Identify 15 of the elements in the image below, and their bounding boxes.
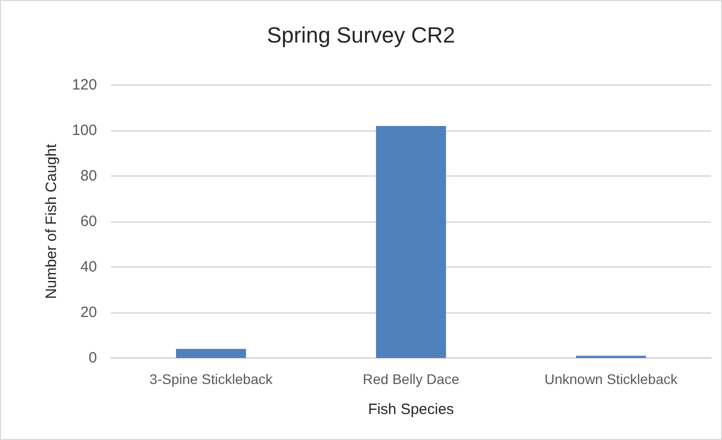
- y-axis-title: Number of Fish Caught: [43, 143, 60, 300]
- y-tick-label: 40: [80, 258, 97, 276]
- chart-title: Spring Survey CR2: [266, 22, 456, 48]
- y-tick-label: 80: [80, 168, 97, 184]
- y-tick-label: 120: [72, 76, 97, 94]
- bar: [376, 126, 446, 358]
- x-tick-label: 3-Spine Stickleback: [150, 371, 274, 387]
- y-tick-label: 60: [80, 213, 97, 230]
- y-tick-label: 20: [80, 304, 97, 321]
- x-axis-title: Fish Species: [368, 401, 454, 418]
- y-tick-label: 100: [72, 122, 97, 139]
- bar: [176, 348, 246, 358]
- x-tick-label: Unknown Stickleback: [544, 371, 679, 387]
- x-tick-label: Red Belly Dace: [362, 371, 460, 387]
- y-tick-label: 0: [88, 350, 97, 366]
